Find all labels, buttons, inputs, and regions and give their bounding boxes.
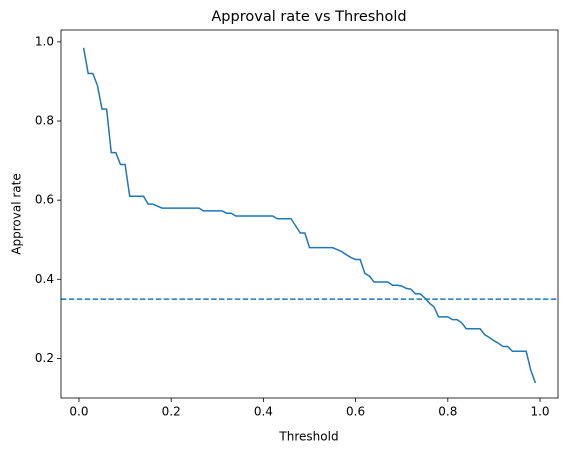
x-tick-label: 0.2	[162, 405, 181, 419]
x-axis-label: Threshold	[278, 430, 338, 444]
x-tick-label: 0.8	[438, 405, 457, 419]
y-tick-label: 0.6	[35, 193, 54, 207]
y-tick-label: 1.0	[35, 34, 54, 48]
x-tick-label: 0.0	[69, 405, 88, 419]
y-tick-label: 0.8	[35, 114, 54, 128]
data-line	[82, 47, 537, 384]
y-tick-label: 0.2	[35, 351, 54, 365]
x-tick-label: 0.4	[254, 405, 273, 419]
chart-title: Approval rate vs Threshold	[211, 9, 406, 25]
x-tick-label: 1.0	[530, 405, 549, 419]
y-axis-label: Approval rate	[10, 173, 24, 254]
axes-frame	[60, 29, 559, 399]
y-tick-label: 0.4	[35, 272, 54, 286]
x-tick-label: 0.6	[346, 405, 365, 419]
